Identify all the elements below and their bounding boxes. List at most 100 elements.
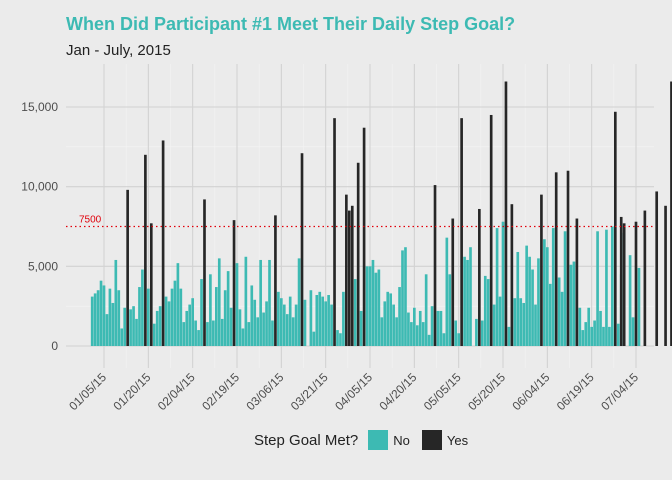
bar-no-2015-03-27 xyxy=(342,291,345,346)
legend-title: Step Goal Met? xyxy=(254,431,359,449)
bar-yes-2015-04-03 xyxy=(362,127,366,347)
bar-yes-2015-01-25 xyxy=(161,140,165,346)
bar-yes-2015-06-27 xyxy=(613,111,617,346)
bar-no-2015-03-17 xyxy=(312,331,316,346)
bar-no-2015-06-05 xyxy=(548,283,552,346)
y-tick-label: 5,000 xyxy=(28,259,58,273)
bar-yes-2015-07-11 xyxy=(655,191,659,346)
bar-no-2015-04-08 xyxy=(377,269,381,346)
bar-yes-2015-05-23 xyxy=(510,204,514,346)
bar-no-2015-06-01 xyxy=(537,258,540,346)
bar-yes-2015-01-13 xyxy=(126,189,129,346)
bar-no-2015-04-25 xyxy=(427,334,431,346)
bar-no-2015-04-19 xyxy=(410,322,413,346)
bar-no-2015-03-02 xyxy=(268,259,271,346)
bar-no-2015-05-08 xyxy=(466,259,469,346)
bar-no-2015-03-23 xyxy=(330,304,333,346)
bar-no-2015-06-19 xyxy=(590,326,593,346)
x-tick-label: 05/05/15 xyxy=(421,370,464,413)
bar-no-2015-01-29 xyxy=(173,280,177,346)
bar-yes-2015-06-29 xyxy=(619,216,623,346)
bar-no-2015-05-09 xyxy=(469,247,472,346)
bar-no-2015-05-29 xyxy=(528,256,531,346)
bar-no-2015-04-13 xyxy=(392,304,395,346)
bar-no-2015-05-17 xyxy=(492,304,496,346)
bar-yes-2015-06-30 xyxy=(622,223,626,346)
bar-no-2015-07-03 xyxy=(631,317,635,346)
bar-no-2015-07-05 xyxy=(637,267,641,346)
bar-yes-2015-01-21 xyxy=(149,223,153,346)
bar-no-2015-05-19 xyxy=(498,296,502,346)
bar-no-2015-02-15 xyxy=(223,290,227,346)
bar-no-2015-04-23 xyxy=(421,322,425,346)
bar-no-2015-01-18 xyxy=(141,269,144,346)
bar-no-2015-03-07 xyxy=(282,304,286,346)
bar-no-2015-01-02 xyxy=(93,293,97,346)
bar-no-2015-03-09 xyxy=(288,296,292,346)
bar-no-2015-04-18 xyxy=(407,312,410,346)
bar-no-2015-01-11 xyxy=(120,328,124,346)
bar-no-2015-02-24 xyxy=(250,285,254,346)
bar-no-2015-05-20 xyxy=(501,221,505,346)
legend-item-no: No xyxy=(368,430,418,450)
bar-no-2015-02-20 xyxy=(238,309,242,346)
bar-yes-2015-03-28 xyxy=(345,194,348,346)
bar-no-2015-04-28 xyxy=(436,310,440,346)
legend: Step Goal Met? No Yes xyxy=(254,430,476,450)
bar-yes-2015-05-12 xyxy=(478,208,481,346)
bar-no-2015-04-05 xyxy=(368,266,372,346)
bar-no-2015-05-13 xyxy=(480,320,484,346)
bar-no-2015-03-21 xyxy=(324,301,327,346)
bar-no-2015-02-28 xyxy=(262,312,265,346)
bar-no-2015-03-31 xyxy=(353,279,357,346)
bar-no-2015-01-01 xyxy=(90,296,94,346)
bar-no-2015-05-02 xyxy=(448,274,452,346)
bar-no-2015-06-22 xyxy=(599,310,602,346)
bar-no-2015-01-14 xyxy=(129,309,132,346)
bar-no-2015-02-03 xyxy=(188,304,192,346)
bar-no-2015-02-12 xyxy=(214,287,218,346)
bar-no-2015-02-13 xyxy=(217,258,221,346)
bar-no-2015-04-09 xyxy=(380,317,384,346)
bar-no-2015-03-11 xyxy=(294,304,298,346)
x-tick-label: 01/20/15 xyxy=(111,370,154,413)
x-tick-label: 02/04/15 xyxy=(155,370,198,413)
bar-no-2015-03-06 xyxy=(280,298,283,346)
bar-no-2015-04-04 xyxy=(365,266,369,346)
bar-no-2015-03-14 xyxy=(303,299,307,346)
bar-no-2015-03-12 xyxy=(297,258,301,346)
bar-no-2015-05-11 xyxy=(475,318,478,346)
bar-no-2015-06-20 xyxy=(593,320,596,346)
bar-no-2015-04-26 xyxy=(430,306,434,346)
bar-yes-2015-04-01 xyxy=(356,162,360,346)
bar-no-2015-05-14 xyxy=(483,275,487,346)
bar-no-2015-03-08 xyxy=(285,314,289,346)
bar-no-2015-06-26 xyxy=(611,226,614,346)
reference-line-group: 7500 xyxy=(66,215,654,228)
bar-no-2015-05-01 xyxy=(445,237,449,346)
bar-no-2015-01-23 xyxy=(155,310,159,346)
legend-swatch-yes xyxy=(421,430,442,450)
bar-no-2015-05-18 xyxy=(495,228,499,346)
x-tick-label: 03/06/15 xyxy=(244,370,287,413)
legend-label-yes: Yes xyxy=(446,432,469,448)
bar-no-2015-02-01 xyxy=(182,322,186,346)
bar-no-2015-02-26 xyxy=(256,317,260,346)
bar-yes-2015-07-14 xyxy=(664,205,667,346)
bar-no-2015-02-04 xyxy=(191,298,194,346)
x-tick-label: 01/05/15 xyxy=(66,370,109,413)
bar-no-2015-04-29 xyxy=(439,310,443,346)
bar-no-2015-06-24 xyxy=(605,229,608,346)
bar-no-2015-04-14 xyxy=(395,317,398,346)
bar-no-2015-03-01 xyxy=(265,301,268,346)
bar-no-2015-01-26 xyxy=(164,296,168,346)
bar-no-2015-05-22 xyxy=(507,326,511,346)
bar-no-2015-06-08 xyxy=(557,277,561,346)
bar-no-2015-04-16 xyxy=(401,250,404,346)
bar-no-2015-03-26 xyxy=(339,333,342,346)
bar-yes-2015-04-27 xyxy=(433,185,437,346)
bar-no-2015-01-10 xyxy=(117,290,121,346)
bar-no-2015-04-06 xyxy=(371,259,375,346)
bar-yes-2015-02-08 xyxy=(203,199,206,346)
bar-no-2015-02-11 xyxy=(212,320,215,346)
